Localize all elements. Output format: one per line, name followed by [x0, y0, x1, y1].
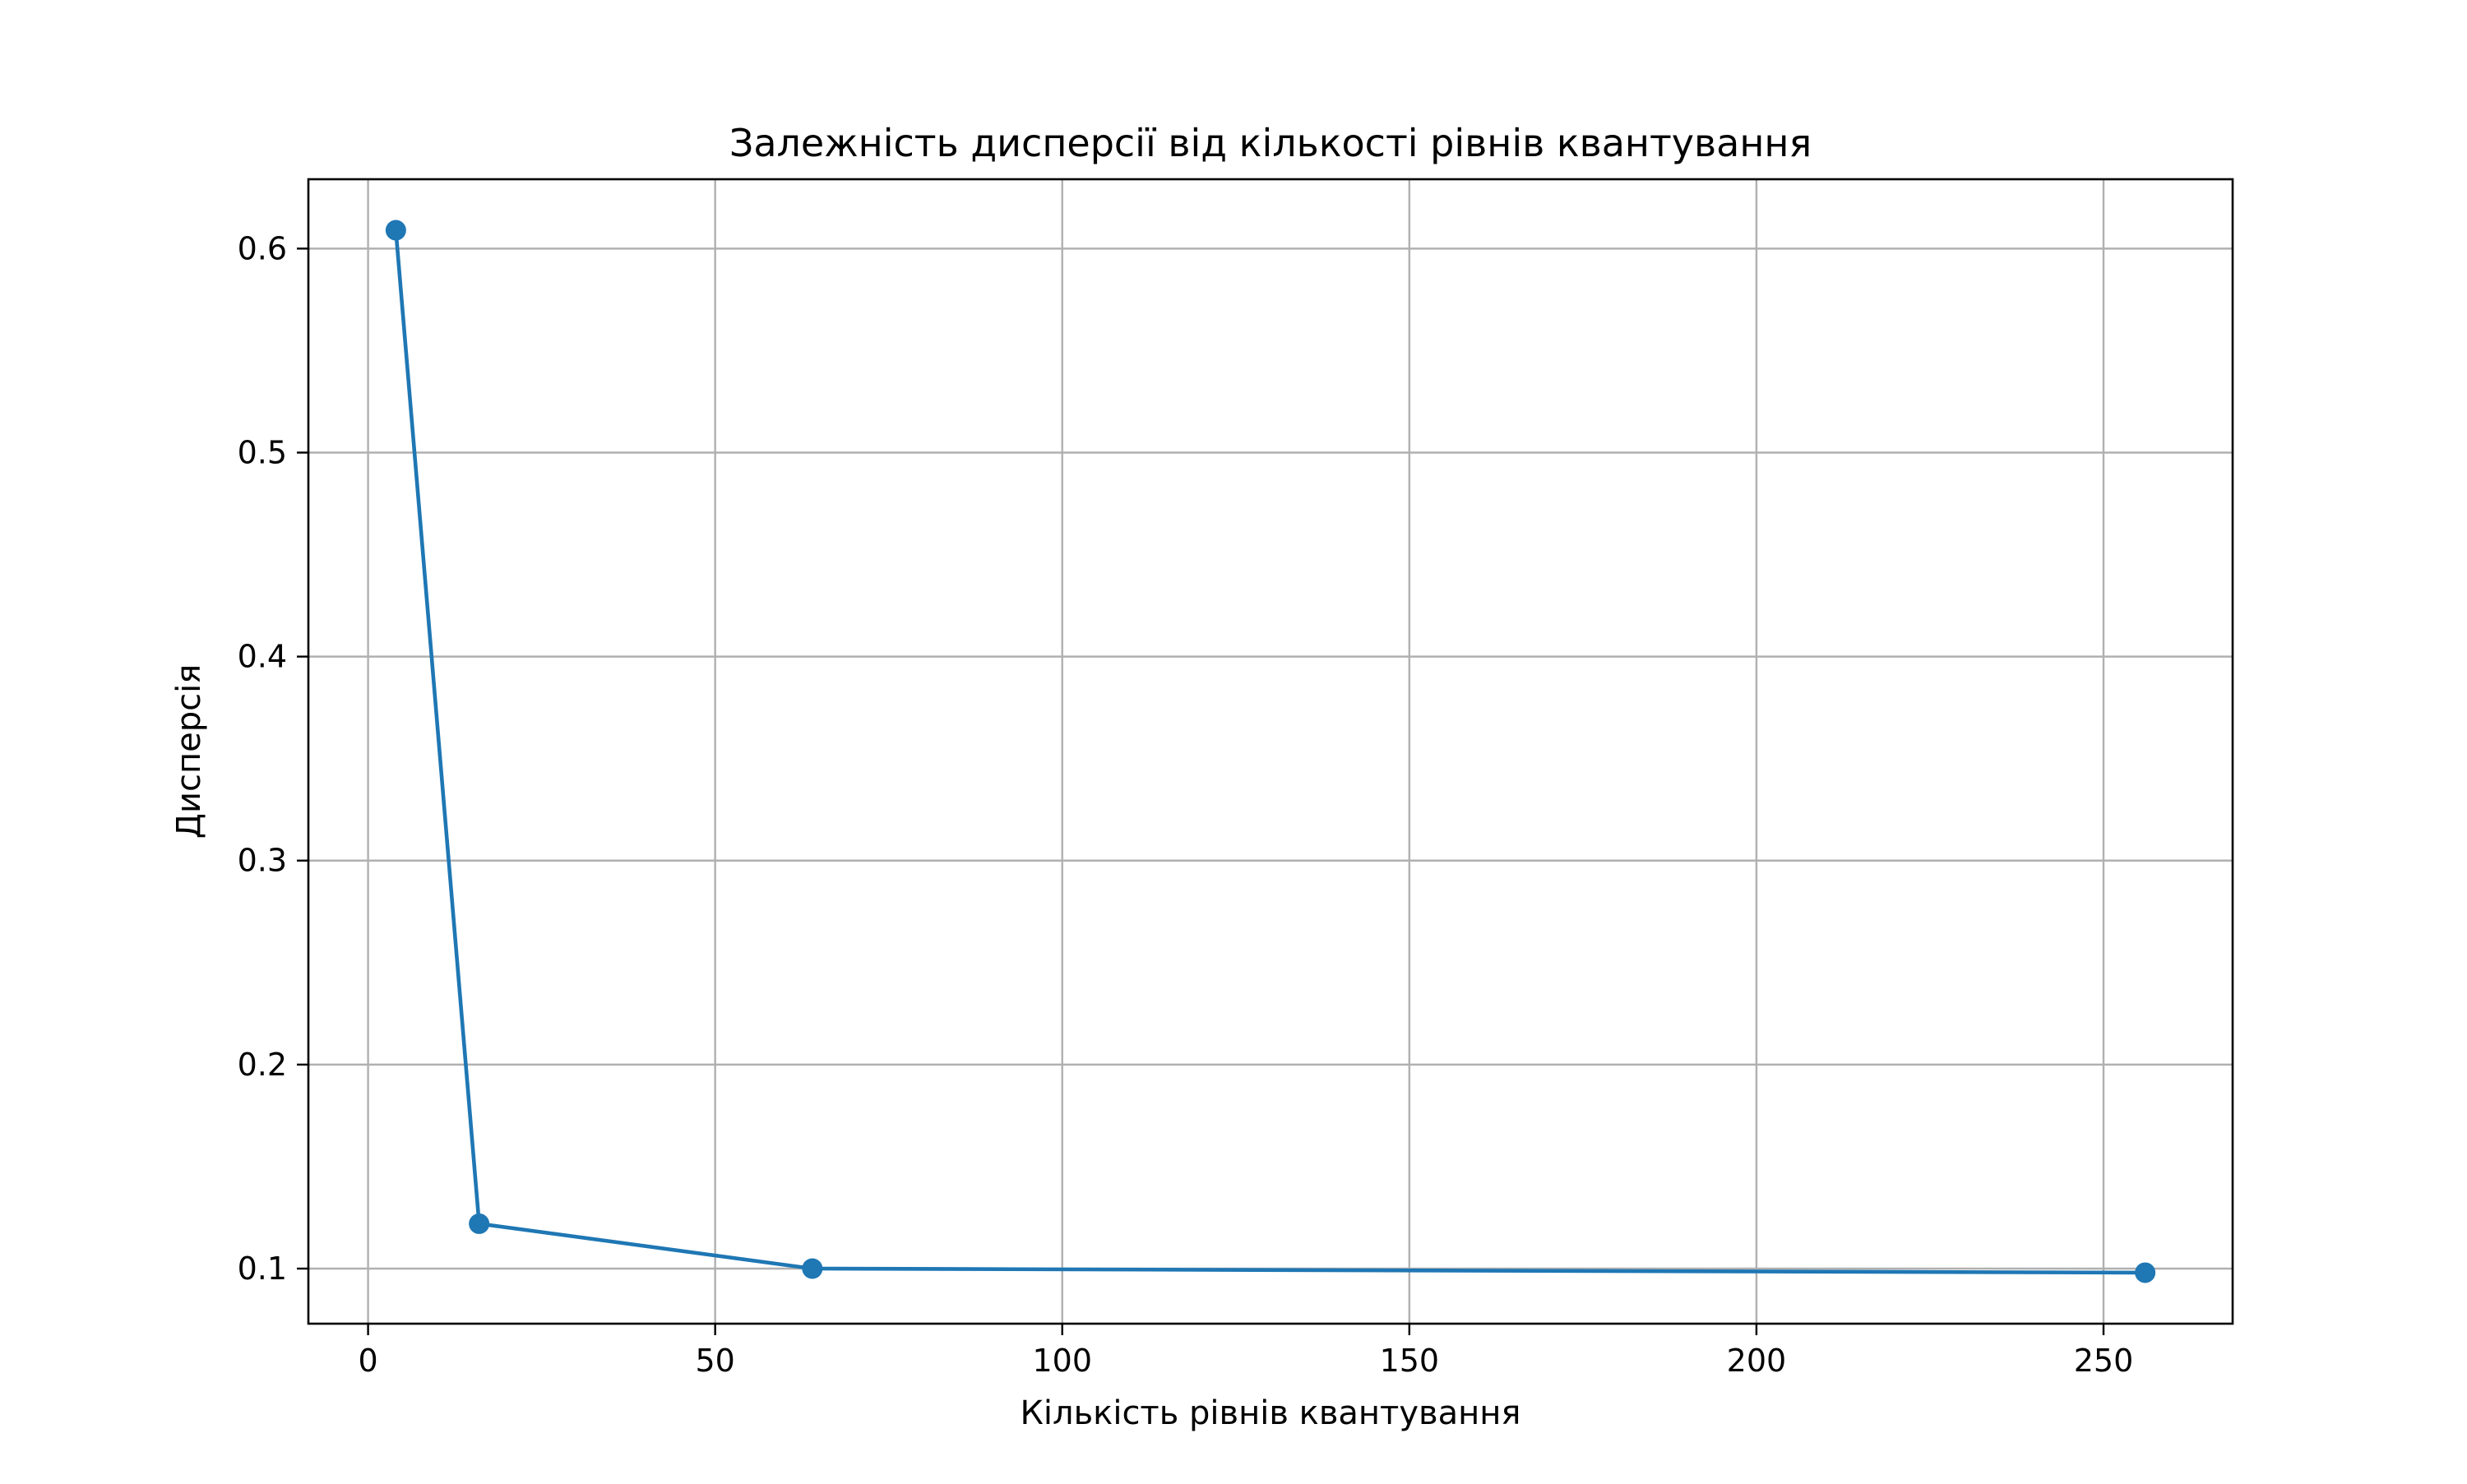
x-tick-label: 100 — [1032, 1343, 1092, 1379]
y-tick-label: 0.3 — [238, 843, 287, 879]
data-point — [802, 1258, 823, 1279]
x-tick-label: 200 — [1727, 1343, 1787, 1379]
x-tick-label: 50 — [695, 1343, 734, 1379]
data-series — [385, 220, 2156, 1283]
grid — [308, 179, 2233, 1324]
series-line — [394, 229, 2145, 1275]
data-point — [385, 220, 406, 241]
y-axis-label: Дисперсія — [170, 664, 208, 839]
y-tick-label: 0.4 — [238, 639, 287, 675]
x-tick-label: 250 — [2074, 1343, 2134, 1379]
y-tick-label: 0.2 — [238, 1047, 287, 1083]
axis-ticks: 0 50 100 150 200 250 0.1 0.2 0.3 0.4 0.5 0.6 — [238, 230, 2134, 1379]
x-tick-label: 0 — [359, 1343, 378, 1379]
data-point — [469, 1213, 490, 1234]
x-axis-label: Кількість рівнів квантування — [1021, 1394, 1521, 1432]
y-tick-label: 0.5 — [238, 434, 287, 470]
chart-title: Залежність дисперсії від кількості рівні… — [729, 121, 1812, 165]
y-tick-label: 0.1 — [238, 1251, 287, 1287]
data-point — [2135, 1262, 2156, 1283]
x-tick-label: 150 — [1380, 1343, 1440, 1379]
plot-frame — [307, 178, 2234, 1325]
y-tick-label: 0.6 — [238, 230, 287, 266]
